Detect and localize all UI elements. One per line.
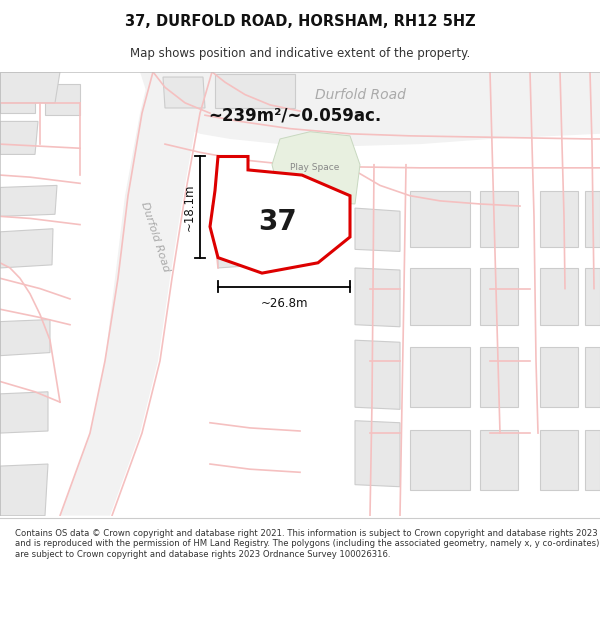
Text: Durfold Road: Durfold Road <box>139 201 171 273</box>
Polygon shape <box>0 82 35 113</box>
Text: 37: 37 <box>259 208 298 236</box>
Polygon shape <box>410 348 470 408</box>
Polygon shape <box>410 268 470 325</box>
Text: ~239m²/~0.059ac.: ~239m²/~0.059ac. <box>208 106 382 124</box>
Polygon shape <box>218 224 248 268</box>
Polygon shape <box>215 74 295 108</box>
Polygon shape <box>540 268 578 325</box>
Polygon shape <box>0 464 48 516</box>
Polygon shape <box>480 191 518 248</box>
Polygon shape <box>480 268 518 325</box>
Polygon shape <box>355 268 400 327</box>
Text: ~18.1m: ~18.1m <box>183 183 196 231</box>
Text: Map shows position and indicative extent of the property.: Map shows position and indicative extent… <box>130 48 470 61</box>
Polygon shape <box>585 430 600 490</box>
Polygon shape <box>355 208 400 251</box>
Polygon shape <box>355 340 400 409</box>
Polygon shape <box>480 348 518 408</box>
Polygon shape <box>0 186 57 216</box>
Text: Play Space: Play Space <box>290 163 340 172</box>
Polygon shape <box>585 348 600 408</box>
Polygon shape <box>218 177 245 211</box>
Polygon shape <box>410 430 470 490</box>
Polygon shape <box>480 430 518 490</box>
Polygon shape <box>45 84 80 115</box>
Polygon shape <box>355 421 400 487</box>
Polygon shape <box>585 268 600 325</box>
Text: 37, DURFOLD ROAD, HORSHAM, RH12 5HZ: 37, DURFOLD ROAD, HORSHAM, RH12 5HZ <box>125 14 475 29</box>
Polygon shape <box>60 72 210 516</box>
Polygon shape <box>0 72 60 103</box>
Polygon shape <box>540 348 578 408</box>
Polygon shape <box>140 72 600 146</box>
Polygon shape <box>0 229 53 268</box>
Polygon shape <box>163 77 205 108</box>
Text: Durfold Road: Durfold Road <box>314 88 406 102</box>
Polygon shape <box>210 156 350 273</box>
Polygon shape <box>272 132 360 204</box>
Polygon shape <box>540 430 578 490</box>
Text: Contains OS data © Crown copyright and database right 2021. This information is : Contains OS data © Crown copyright and d… <box>15 529 599 559</box>
Polygon shape <box>0 392 48 433</box>
Polygon shape <box>410 191 470 248</box>
Polygon shape <box>585 191 600 248</box>
Polygon shape <box>540 191 578 248</box>
Text: ~26.8m: ~26.8m <box>260 297 308 310</box>
Polygon shape <box>0 319 50 356</box>
Polygon shape <box>0 121 38 154</box>
